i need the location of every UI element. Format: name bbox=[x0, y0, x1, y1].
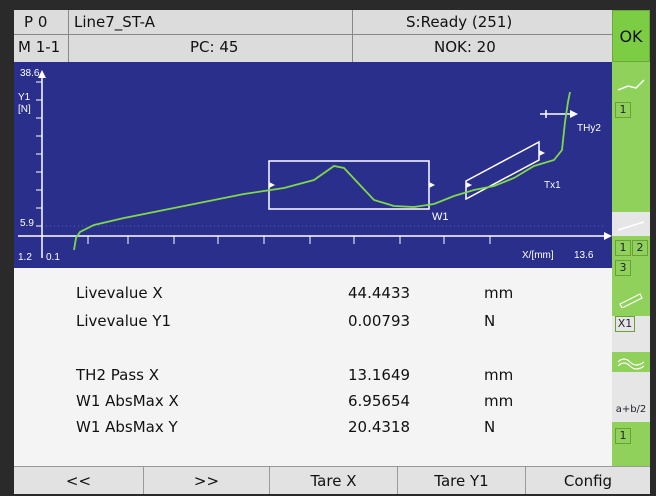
value-unit: mm bbox=[484, 284, 514, 302]
measure-mode: M 1-1 bbox=[18, 38, 61, 56]
side-box-1[interactable]: 1 bbox=[615, 102, 631, 118]
side-box-5[interactable]: X1 bbox=[615, 316, 635, 332]
x-axis-arrow bbox=[604, 232, 612, 240]
x-axis-unit: X/[mm] bbox=[522, 250, 554, 261]
value-label: Livevalue X bbox=[76, 284, 163, 302]
side-group-3 bbox=[612, 352, 650, 372]
window-shape-icon[interactable] bbox=[616, 290, 646, 309]
value-unit: mm bbox=[484, 366, 514, 384]
side-box-2[interactable]: 1 bbox=[615, 240, 631, 256]
y-mid-label: 5.9 bbox=[20, 218, 34, 229]
side-group-2 bbox=[612, 236, 650, 316]
value-unit: N bbox=[484, 312, 496, 330]
y-min-label: 1.2 bbox=[18, 252, 32, 263]
side-box-6[interactable]: 1 bbox=[615, 428, 631, 444]
value-unit: N bbox=[484, 418, 496, 436]
value-label: TH2 Pass X bbox=[76, 366, 159, 384]
measurement-plot[interactable]: 38.6 Y1 [N] 5.9 1.2 0.1 X/[mm] 13.6 W1 T… bbox=[14, 62, 612, 268]
bottom-toolbar: << >> Tare X Tare Y1 Config bbox=[14, 466, 650, 494]
value-number: 44.4433 bbox=[348, 284, 411, 302]
formula-label[interactable]: a+b/2 bbox=[615, 404, 647, 415]
prev-page-button[interactable]: << bbox=[14, 467, 144, 494]
hmi-screen: P 0 Line7_ST-A S:Ready (251) M 1-1 PC: 4… bbox=[14, 10, 650, 494]
x-ticks bbox=[87, 236, 491, 244]
y-axis-arrow bbox=[38, 70, 46, 78]
y-max-label: 38.6 bbox=[20, 68, 40, 79]
value-number: 13.1649 bbox=[348, 366, 411, 384]
y-axis-label: Y1 bbox=[18, 92, 31, 103]
value-number: 20.4318 bbox=[348, 418, 411, 436]
values-panel: Livevalue X 44.4433 mm Livevalue Y1 0.00… bbox=[14, 268, 612, 466]
envelope-icon[interactable] bbox=[616, 354, 646, 372]
divider bbox=[352, 10, 353, 62]
program-number: P 0 bbox=[24, 13, 48, 31]
line-icon[interactable] bbox=[616, 216, 646, 234]
nok-counter: NOK: 20 bbox=[434, 38, 496, 56]
tare-x-button[interactable]: Tare X bbox=[270, 467, 398, 494]
value-number: 0.00793 bbox=[348, 312, 411, 330]
window-tx1-exit-arrow bbox=[539, 150, 545, 156]
threshold-thy2-label: THy2 bbox=[577, 123, 601, 134]
divider bbox=[68, 35, 69, 62]
value-number: 6.95654 bbox=[348, 392, 411, 410]
config-button[interactable]: Config bbox=[563, 472, 613, 490]
divider bbox=[68, 10, 69, 35]
side-panel: 1 1 2 3 X1 a+b/2 1 bbox=[612, 62, 650, 466]
side-group-4 bbox=[612, 422, 650, 466]
side-box-3[interactable]: 2 bbox=[632, 240, 648, 256]
value-label: Livevalue Y1 bbox=[76, 312, 172, 330]
window-w1-entry-arrow bbox=[269, 182, 275, 188]
pc-counter: PC: 45 bbox=[190, 38, 239, 56]
status-text: S:Ready (251) bbox=[406, 13, 513, 31]
y-ticks bbox=[36, 81, 42, 227]
threshold-thy2-arrow bbox=[570, 110, 578, 118]
curve-icon[interactable] bbox=[616, 76, 646, 96]
plot-svg: 38.6 Y1 [N] 5.9 1.2 0.1 X/[mm] 13.6 W1 T… bbox=[18, 68, 612, 263]
value-unit: mm bbox=[484, 392, 514, 410]
next-page-button[interactable]: >> bbox=[144, 467, 270, 494]
window-w1-exit-arrow bbox=[429, 182, 435, 188]
value-label: W1 AbsMax X bbox=[76, 392, 179, 410]
window-tx1-label: Tx1 bbox=[544, 180, 561, 191]
y-axis-unit: [N] bbox=[18, 104, 31, 115]
window-w1-label: W1 bbox=[432, 211, 449, 223]
x-max-label: 13.6 bbox=[574, 250, 594, 261]
ok-status-button[interactable]: OK bbox=[612, 10, 650, 62]
measurement-curve bbox=[73, 91, 571, 251]
side-box-4[interactable]: 3 bbox=[615, 260, 631, 276]
line-name: Line7_ST-A bbox=[74, 13, 155, 31]
tare-y1-button[interactable]: Tare Y1 bbox=[398, 467, 526, 494]
divider bbox=[14, 34, 612, 35]
x-min-label: 0.1 bbox=[46, 252, 60, 263]
window-tx1-entry-arrow bbox=[466, 182, 472, 188]
value-label: W1 AbsMax Y bbox=[76, 418, 178, 436]
